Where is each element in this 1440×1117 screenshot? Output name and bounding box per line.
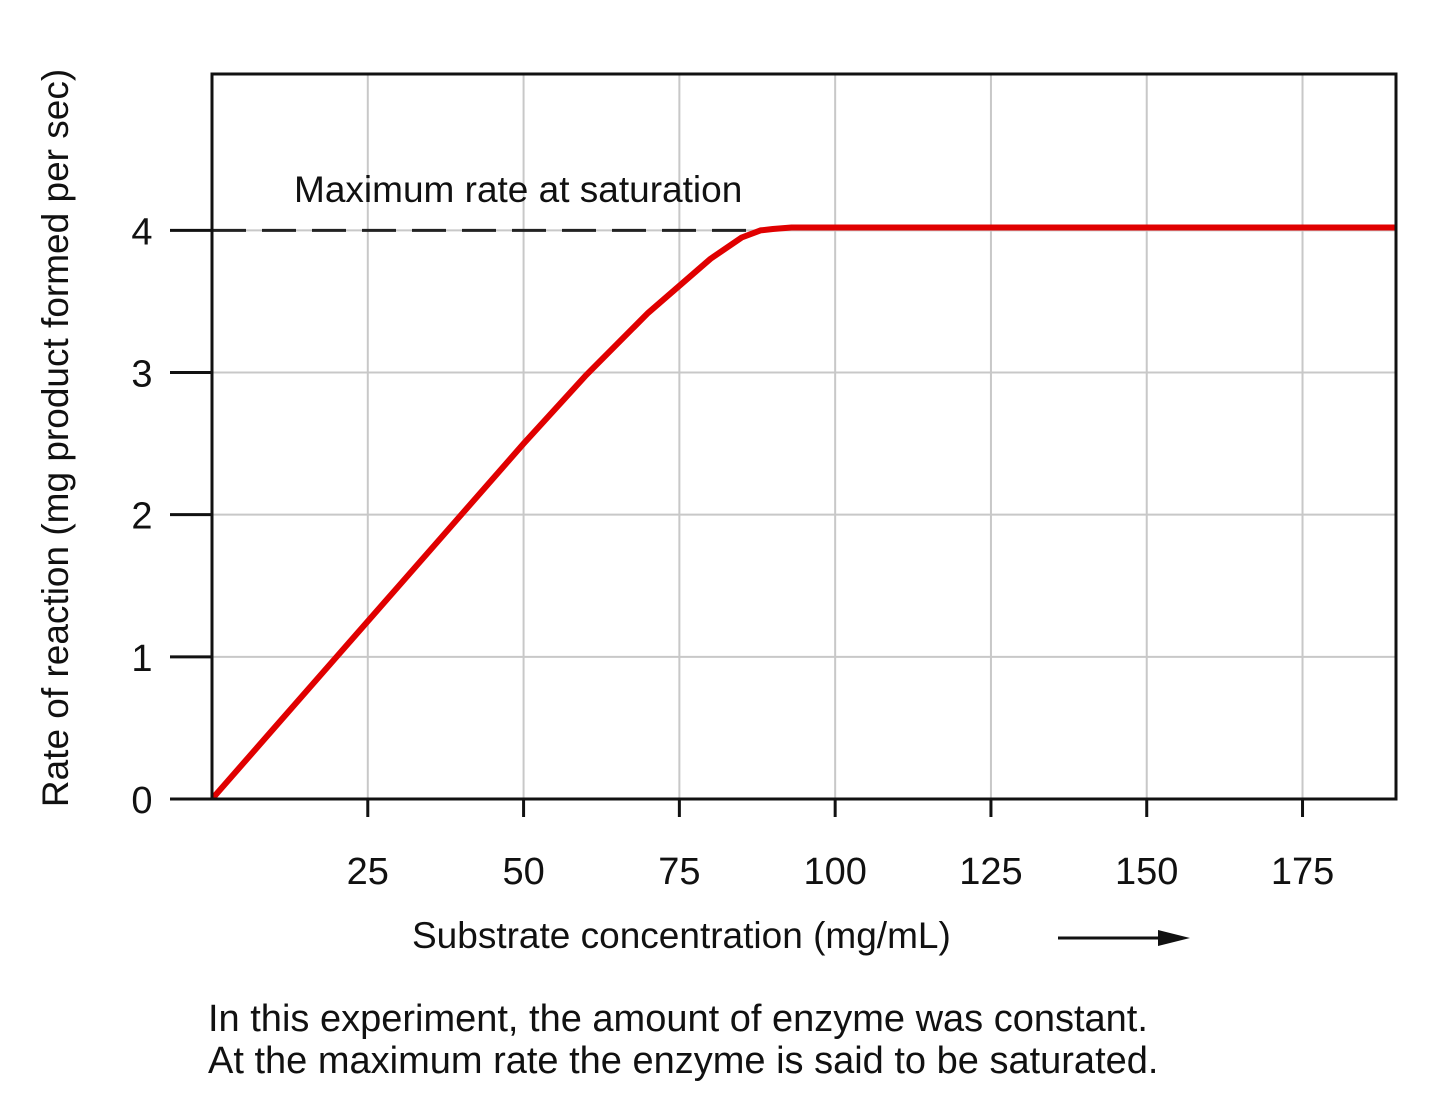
y-axis-ticks: 0 1 2 3 4 xyxy=(131,211,212,822)
y-tick-label-2: 2 xyxy=(131,496,152,538)
x-axis-arrow xyxy=(1058,930,1190,946)
y-tick-label-1: 1 xyxy=(131,638,152,680)
x-axis-title: Substrate concentration (mg/mL) xyxy=(412,915,951,956)
x-tick-label-150: 150 xyxy=(1115,851,1178,893)
y-tick-label-3: 3 xyxy=(131,354,152,396)
caption-line-1: In this experiment, the amount of enzyme… xyxy=(208,998,1148,1040)
x-tick-label-25: 25 xyxy=(347,851,389,893)
grid xyxy=(212,74,1396,799)
x-tick-label-175: 175 xyxy=(1271,851,1334,893)
x-tick-label-125: 125 xyxy=(959,851,1022,893)
reference-annotation: Maximum rate at saturation xyxy=(294,169,742,210)
y-axis-title: Rate of reaction (mg product formed per … xyxy=(35,69,76,807)
series-layer xyxy=(212,224,1396,799)
x-tick-label-50: 50 xyxy=(502,851,544,893)
y-tick-label-0: 0 xyxy=(131,780,152,822)
y-tick-label-4: 4 xyxy=(131,211,152,253)
plot-frame xyxy=(210,72,1398,801)
x-axis-ticks: 25 50 75 100 125 150 175 xyxy=(347,799,1334,893)
x-tick-label-100: 100 xyxy=(803,851,866,893)
x-tick-label-75: 75 xyxy=(658,851,700,893)
series-line-0 xyxy=(212,224,1396,799)
caption-line-2: At the maximum rate the enzyme is said t… xyxy=(208,1040,1159,1082)
chart: 0 1 2 3 4 25 50 75 100 125 150 175 Maximum rate at… xyxy=(35,69,1398,956)
caption: In this experiment, the amount of enzyme… xyxy=(208,998,1158,1082)
